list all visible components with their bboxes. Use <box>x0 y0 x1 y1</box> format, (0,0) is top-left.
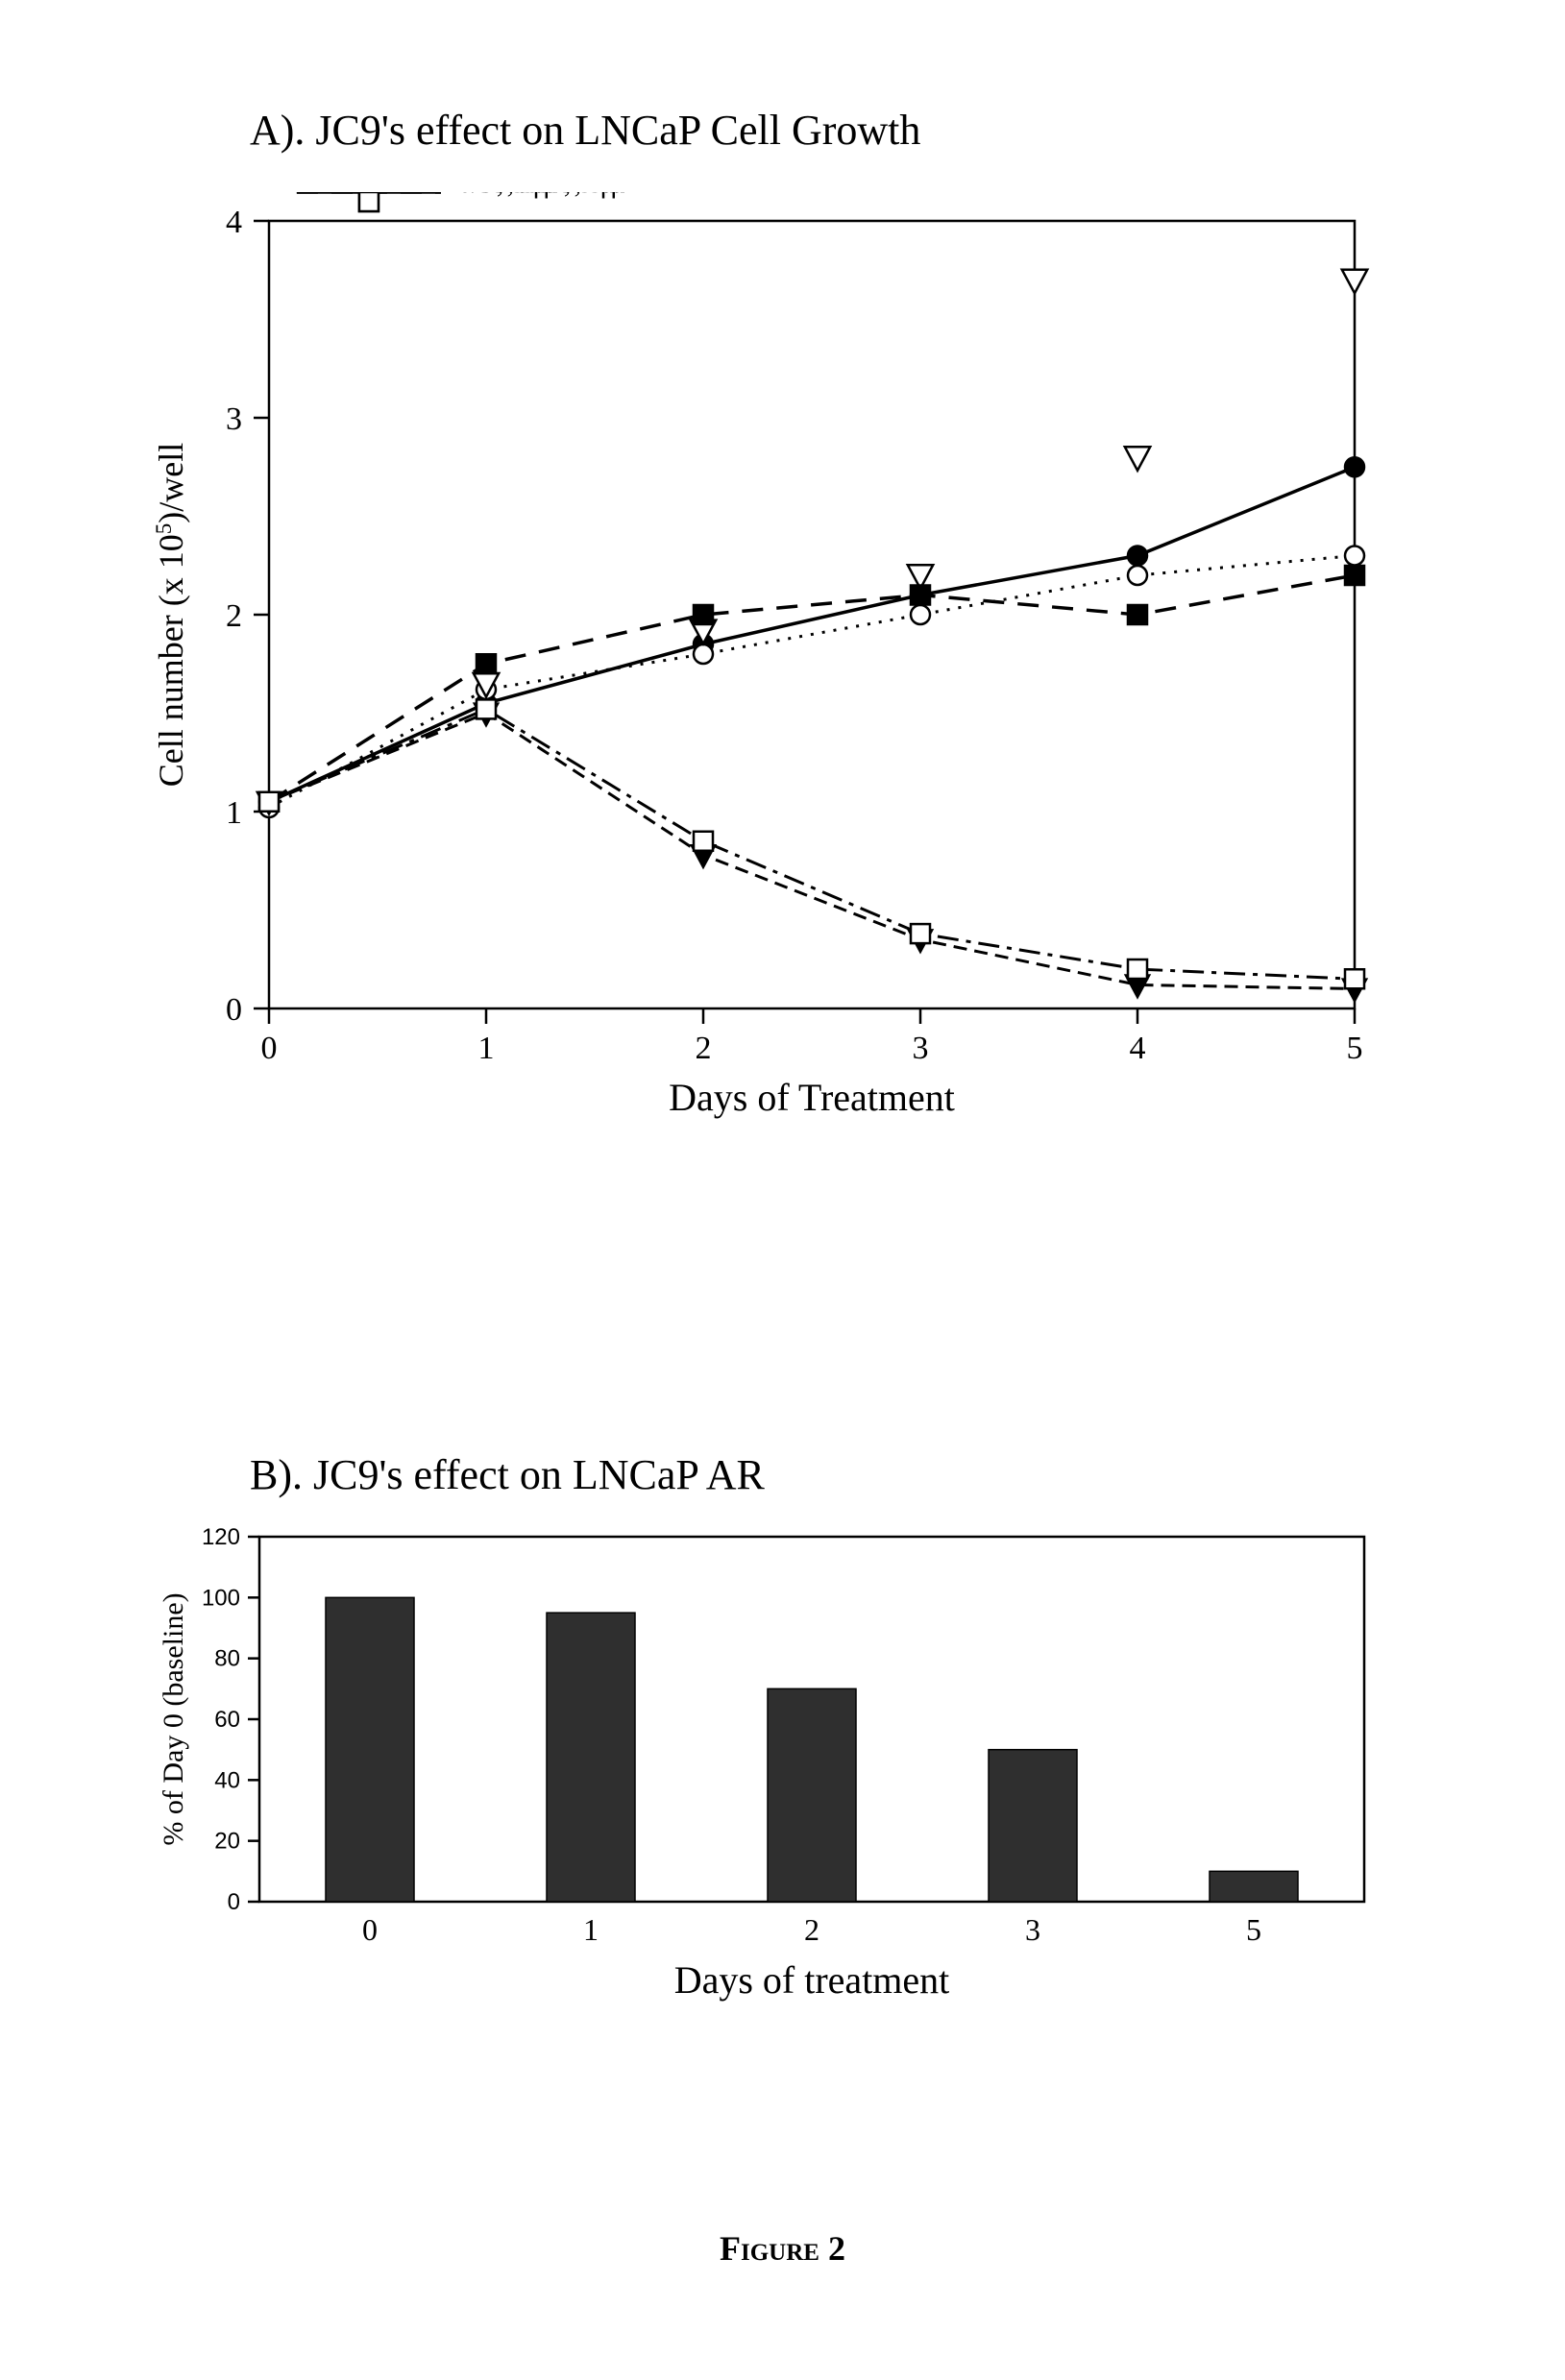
svg-text:5: 5 <box>1347 1031 1363 1066</box>
svg-text:3: 3 <box>1025 1912 1040 1947</box>
svg-text:Days of treatment: Days of treatment <box>674 1958 950 2002</box>
svg-text:20: 20 <box>214 1829 240 1855</box>
panel-b-chart: 0 20 40 60 80 100 120 0 1 2 3 5 Days of treatment % o… <box>134 1518 1383 2017</box>
svg-text:0: 0 <box>226 992 242 1028</box>
svg-text:2: 2 <box>804 1912 819 1947</box>
svg-text:4: 4 <box>1130 1031 1146 1066</box>
figure-caption: Figure 2 <box>0 2228 1565 2269</box>
panel-a-chart: 0 1 2 3 4 5 Days of Treatment 0 1 2 3 4 Cell number … <box>134 192 1383 1133</box>
svg-text:3: 3 <box>913 1031 929 1066</box>
svg-text:Cell number (x 105)/well: Cell number (x 105)/well <box>152 443 191 787</box>
svg-text:% of Day 0 (baseline): % of Day 0 (baseline) <box>158 1592 189 1845</box>
svg-text:100: 100 <box>202 1585 240 1611</box>
svg-text:0: 0 <box>362 1912 378 1947</box>
svg-text:40: 40 <box>214 1767 240 1793</box>
panel-a-title: A). JC9's effect on LNCaP Cell Growth <box>250 106 920 155</box>
svg-text:1: 1 <box>478 1031 495 1066</box>
svg-text:4: 4 <box>226 205 242 240</box>
svg-text:80: 80 <box>214 1646 240 1672</box>
svg-text:0: 0 <box>261 1031 278 1066</box>
svg-text:0: 0 <box>228 1889 240 1915</box>
svg-text:60: 60 <box>214 1707 240 1733</box>
panel-b-title: B). JC9's effect on LNCaP AR <box>250 1450 765 1499</box>
svg-text:DHT/JC9, 5 μM: DHT/JC9, 5 μM <box>462 192 651 199</box>
svg-text:1: 1 <box>226 795 242 831</box>
svg-text:1: 1 <box>583 1912 599 1947</box>
svg-text:5: 5 <box>1246 1912 1261 1947</box>
svg-text:Days of Treatment: Days of Treatment <box>669 1076 955 1119</box>
svg-text:2: 2 <box>696 1031 712 1066</box>
svg-text:2: 2 <box>226 598 242 634</box>
svg-text:3: 3 <box>226 401 242 437</box>
page: A). JC9's effect on LNCaP Cell Growth 0 1… <box>0 0 1565 2380</box>
svg-text:120: 120 <box>202 1524 240 1550</box>
